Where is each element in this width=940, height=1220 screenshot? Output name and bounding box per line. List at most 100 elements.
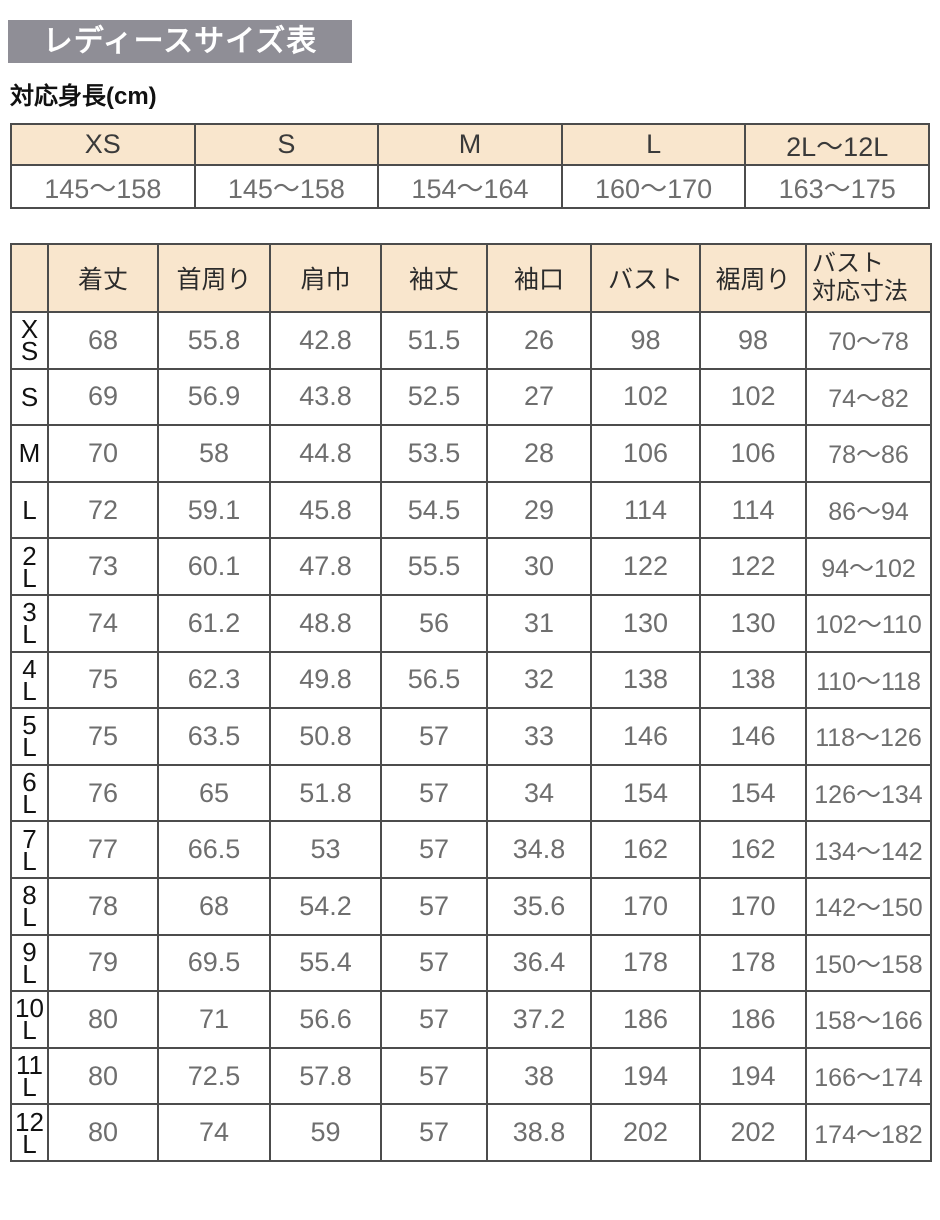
page-title: レディースサイズ表 xyxy=(8,20,352,63)
size-row-label-11L: 11 L xyxy=(10,1046,49,1106)
size-cell-9L-3: 57 xyxy=(380,933,488,993)
size-cell-12L-3: 57 xyxy=(380,1103,488,1162)
size-cell-L-1: 59.1 xyxy=(157,480,271,540)
size-cell-8L-5: 170 xyxy=(590,876,701,936)
height-table-value-3: 160〜170 xyxy=(560,164,747,209)
height-table-value-row: 145〜158 145〜158 154〜164 160〜170 163〜175 xyxy=(10,164,930,209)
size-cell-5L-4: 33 xyxy=(486,707,592,766)
size-cell-3L-3: 56 xyxy=(380,593,488,653)
size-cell-XS-0: 68 xyxy=(47,311,159,370)
size-cell-3L-1: 61.2 xyxy=(157,593,271,653)
size-cell-7L-5: 162 xyxy=(590,820,701,879)
size-cell-5L-7: 118〜126 xyxy=(805,707,932,766)
size-cell-9L-1: 69.5 xyxy=(157,933,271,993)
size-cell-12L-2: 59 xyxy=(269,1103,382,1162)
size-cell-4L-4: 32 xyxy=(486,650,592,710)
height-table-col-4: 2L〜12L xyxy=(744,123,930,166)
size-cell-9L-0: 79 xyxy=(47,933,159,993)
size-cell-6L-7: 126〜134 xyxy=(805,763,932,823)
height-table-value-2: 154〜164 xyxy=(377,164,563,209)
height-range-label: 対応身長(cm) xyxy=(10,83,157,110)
size-cell-4L-0: 75 xyxy=(47,650,159,710)
size-row-label-S: S xyxy=(10,367,49,427)
size-cell-L-4: 29 xyxy=(486,480,592,540)
size-cell-2L-3: 55.5 xyxy=(380,537,488,596)
size-table-col-6: 裾周り xyxy=(699,243,807,313)
size-cell-11L-4: 38 xyxy=(486,1046,592,1106)
size-row-6L: 6 L 76 65 51.8 57 34 154 154 126〜134 xyxy=(10,763,932,823)
size-cell-S-1: 56.9 xyxy=(157,367,271,427)
size-cell-6L-4: 34 xyxy=(486,763,592,823)
size-cell-L-7: 86〜94 xyxy=(805,480,932,540)
size-cell-3L-2: 48.8 xyxy=(269,593,382,653)
size-cell-2L-4: 30 xyxy=(486,537,592,596)
size-cell-8L-6: 170 xyxy=(699,876,807,936)
size-cell-8L-0: 78 xyxy=(47,876,159,936)
size-cell-2L-5: 122 xyxy=(590,537,701,596)
size-row-label-4L: 4 L xyxy=(10,650,49,710)
size-cell-S-2: 43.8 xyxy=(269,367,382,427)
size-cell-7L-6: 162 xyxy=(699,820,807,879)
size-row-S: S 69 56.9 43.8 52.5 27 102 102 74〜82 xyxy=(10,367,932,427)
size-cell-5L-5: 146 xyxy=(590,707,701,766)
size-table-col-5: バスト xyxy=(590,243,701,313)
size-cell-XS-2: 42.8 xyxy=(269,311,382,370)
size-cell-M-1: 58 xyxy=(157,424,271,483)
size-cell-12L-1: 74 xyxy=(157,1103,271,1162)
size-cell-4L-6: 138 xyxy=(699,650,807,710)
size-row-3L: 3 L 74 61.2 48.8 56 31 130 130 102〜110 xyxy=(10,593,932,653)
height-table-value-0: 145〜158 xyxy=(10,164,196,209)
height-table-col-1: S xyxy=(193,123,380,166)
size-cell-M-4: 28 xyxy=(486,424,592,483)
size-cell-M-3: 53.5 xyxy=(380,424,488,483)
size-cell-5L-0: 75 xyxy=(47,707,159,766)
size-cell-6L-3: 57 xyxy=(380,763,488,823)
size-cell-10L-1: 71 xyxy=(157,990,271,1049)
size-cell-10L-7: 158〜166 xyxy=(805,990,932,1049)
size-cell-3L-6: 130 xyxy=(699,593,807,653)
size-cell-7L-4: 34.8 xyxy=(486,820,592,879)
size-cell-2L-2: 47.8 xyxy=(269,537,382,596)
size-cell-12L-7: 174〜182 xyxy=(805,1103,932,1162)
size-cell-6L-0: 76 xyxy=(47,763,159,823)
size-cell-S-3: 52.5 xyxy=(380,367,488,427)
size-cell-2L-0: 73 xyxy=(47,537,159,596)
size-cell-7L-7: 134〜142 xyxy=(805,820,932,879)
size-cell-11L-2: 57.8 xyxy=(269,1046,382,1106)
size-cell-L-0: 72 xyxy=(47,480,159,540)
size-cell-L-6: 114 xyxy=(699,480,807,540)
size-cell-10L-6: 186 xyxy=(699,990,807,1049)
size-row-label-3L: 3 L xyxy=(10,593,49,653)
size-cell-S-0: 69 xyxy=(47,367,159,427)
size-row-label-10L: 10 L xyxy=(10,990,49,1049)
size-cell-S-7: 74〜82 xyxy=(805,367,932,427)
size-cell-M-6: 106 xyxy=(699,424,807,483)
size-table-col-7: バスト 対応寸法 xyxy=(805,243,932,313)
height-table-col-3: L xyxy=(560,123,747,166)
size-row-9L: 9 L 79 69.5 55.4 57 36.4 178 178 150〜158 xyxy=(10,933,932,993)
size-cell-8L-1: 68 xyxy=(157,876,271,936)
size-row-label-6L: 6 L xyxy=(10,763,49,823)
size-row-label-5L: 5 L xyxy=(10,707,49,766)
size-cell-XS-6: 98 xyxy=(699,311,807,370)
size-cell-S-6: 102 xyxy=(699,367,807,427)
size-row-5L: 5 L 75 63.5 50.8 57 33 146 146 118〜126 xyxy=(10,707,932,766)
height-table-header-row: XS S M L 2L〜12L xyxy=(10,123,930,166)
size-cell-10L-4: 37.2 xyxy=(486,990,592,1049)
size-cell-7L-1: 66.5 xyxy=(157,820,271,879)
size-row-10L: 10 L 80 71 56.6 57 37.2 186 186 158〜166 xyxy=(10,990,932,1049)
size-cell-5L-1: 63.5 xyxy=(157,707,271,766)
size-cell-4L-1: 62.3 xyxy=(157,650,271,710)
size-cell-11L-1: 72.5 xyxy=(157,1046,271,1106)
size-cell-5L-6: 146 xyxy=(699,707,807,766)
size-table-col-2: 肩巾 xyxy=(269,243,382,313)
size-cell-2L-1: 60.1 xyxy=(157,537,271,596)
ladies-size-chart-page: レディースサイズ表 対応身長(cm) XS S M L 2L〜12L 145〜158 14… xyxy=(0,20,940,1220)
size-cell-9L-4: 36.4 xyxy=(486,933,592,993)
size-cell-7L-2: 53 xyxy=(269,820,382,879)
size-cell-11L-0: 80 xyxy=(47,1046,159,1106)
size-cell-6L-6: 154 xyxy=(699,763,807,823)
size-row-label-M: M xyxy=(10,424,49,483)
size-cell-8L-3: 57 xyxy=(380,876,488,936)
size-cell-12L-6: 202 xyxy=(699,1103,807,1162)
